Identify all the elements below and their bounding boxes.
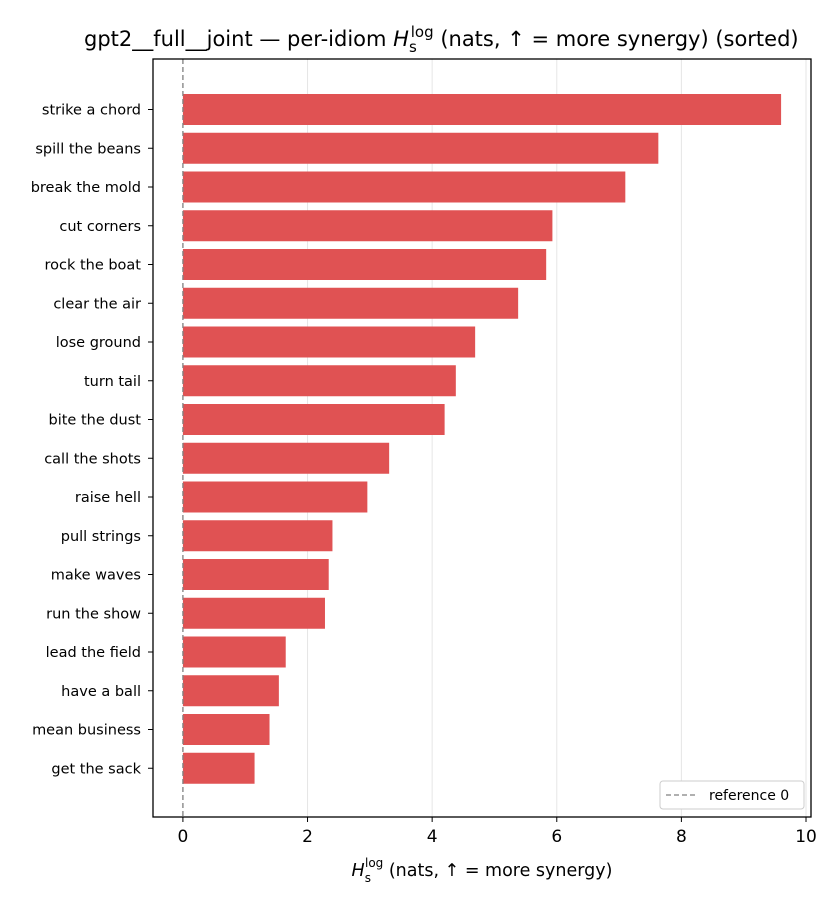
math-suffix: (nats, ↑ = more synergy)	[383, 861, 612, 881]
bar	[182, 94, 782, 125]
y-tick-label: rock the boat	[44, 258, 141, 274]
bar	[182, 249, 547, 280]
bar	[182, 636, 286, 668]
y-tick-label: raise hell	[75, 490, 141, 506]
legend-frame	[659, 780, 805, 810]
math-subscript: s	[365, 871, 371, 885]
x-tick-label: 0	[177, 827, 188, 847]
bar	[182, 287, 519, 319]
math-superscript: log	[411, 23, 434, 41]
bar	[182, 132, 659, 164]
y-tick-label: get the sack	[51, 761, 141, 777]
y-tick-label: have a ball	[61, 684, 141, 700]
bar	[182, 597, 325, 629]
plot-frame	[152, 58, 812, 818]
bar	[182, 365, 456, 397]
bar	[182, 171, 626, 203]
y-tick-label: call the shots	[44, 451, 141, 467]
x-tick-label: 6	[551, 827, 562, 847]
y-tick-label: spill the beans	[35, 141, 141, 157]
chart-title: gpt2__full__joint — per-idiom Hslog (nat…	[84, 23, 799, 56]
math-suffix: (nats, ↑ = more synergy) (sorted)	[434, 27, 799, 51]
y-tick-label: make waves	[51, 568, 141, 584]
x-axis-label: Hslog (nats, ↑ = more synergy)	[352, 856, 613, 885]
y-axis: strike a chord spill the beans break the m…	[31, 103, 153, 777]
y-tick-label: strike a chord	[42, 103, 141, 119]
math-subscript: s	[409, 38, 417, 56]
bar	[182, 714, 270, 745]
y-tick-label: run the show	[46, 606, 141, 622]
y-tick-label: clear the air	[53, 296, 141, 312]
legend: reference 0	[659, 780, 805, 810]
x-axis: 0 2 4 6 8 10	[177, 817, 817, 847]
legend-label: reference 0	[709, 788, 789, 804]
math-superscript: log	[365, 856, 383, 870]
x-tick-label: 2	[302, 827, 313, 847]
math-symbol: H	[393, 27, 409, 51]
y-tick-label: cut corners	[59, 219, 141, 235]
y-tick-label: mean business	[32, 723, 141, 739]
y-tick-label: pull strings	[61, 529, 141, 545]
bar	[182, 752, 255, 784]
bar	[182, 210, 553, 242]
y-tick-label: break the mold	[31, 180, 141, 196]
math-symbol: H	[352, 861, 365, 881]
x-tick-label: 4	[427, 827, 438, 847]
title-text: gpt2__full__joint — per-idiom	[84, 27, 393, 52]
y-tick-label: turn tail	[84, 374, 141, 390]
bars	[182, 94, 782, 784]
bar	[182, 520, 333, 552]
y-tick-label: lose ground	[56, 335, 141, 351]
bar	[182, 326, 476, 358]
bar	[182, 559, 329, 590]
x-tick-label: 10	[795, 827, 817, 847]
bar	[182, 481, 368, 513]
bar	[182, 442, 390, 474]
bar	[182, 404, 445, 435]
x-tick-label: 8	[676, 827, 687, 847]
bar	[182, 675, 279, 707]
y-tick-label: lead the field	[46, 645, 141, 661]
y-tick-label: bite the dust	[49, 413, 142, 429]
